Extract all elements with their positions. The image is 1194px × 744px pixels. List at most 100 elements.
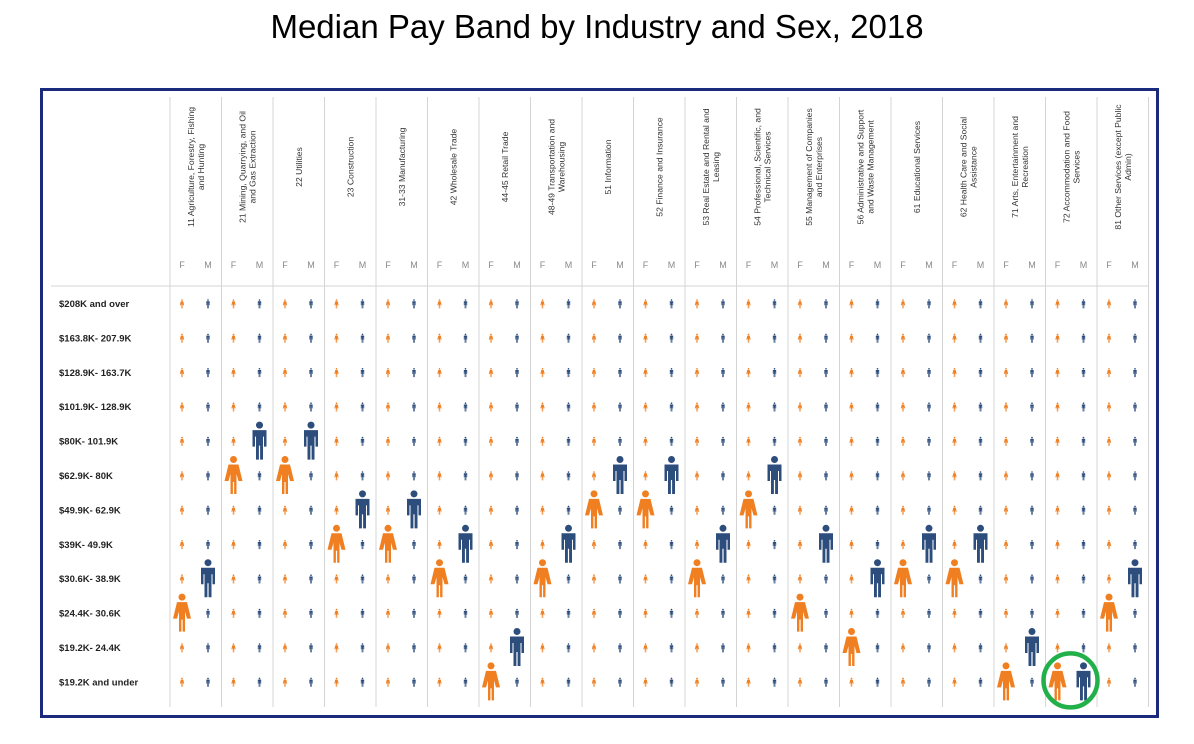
sex-label: M xyxy=(771,260,779,270)
male-placeholder-icon xyxy=(412,608,416,618)
female-placeholder-icon xyxy=(385,299,391,309)
male-placeholder-icon xyxy=(206,677,210,687)
male-placeholder-icon xyxy=(412,677,416,687)
female-person-icon xyxy=(533,559,552,598)
male-placeholder-icon xyxy=(927,299,931,309)
female-placeholder-icon xyxy=(694,608,700,618)
female-person-icon xyxy=(482,662,500,701)
female-placeholder-icon xyxy=(849,299,854,309)
female-placeholder-icon xyxy=(952,333,957,343)
male-placeholder-icon xyxy=(1081,643,1086,653)
male-placeholder-icon xyxy=(1133,677,1137,687)
male-placeholder-icon xyxy=(360,471,365,481)
male-placeholder-icon xyxy=(309,540,313,550)
male-person-icon xyxy=(355,490,370,529)
female-placeholder-icon xyxy=(488,643,494,653)
female-placeholder-icon xyxy=(334,436,339,446)
male-placeholder-icon xyxy=(309,471,313,481)
male-placeholder-icon xyxy=(206,643,210,653)
sex-label: F xyxy=(282,260,288,270)
male-placeholder-icon xyxy=(618,505,622,515)
female-placeholder-icon xyxy=(1106,505,1112,515)
female-placeholder-icon xyxy=(488,471,494,481)
column-header: and Gas Extraction xyxy=(247,130,257,203)
column-header: Assistance xyxy=(968,146,978,188)
female-placeholder-icon xyxy=(746,540,751,550)
column-header: 71 Arts, Entertainment and xyxy=(1010,116,1020,218)
female-placeholder-icon xyxy=(952,471,957,481)
male-placeholder-icon xyxy=(721,299,725,309)
female-placeholder-icon xyxy=(437,677,442,687)
female-placeholder-icon xyxy=(591,368,597,378)
male-placeholder-icon xyxy=(978,436,983,446)
female-placeholder-icon xyxy=(643,299,648,309)
female-placeholder-icon xyxy=(643,574,648,584)
column-header: 56 Administrative and Support xyxy=(855,109,865,224)
male-placeholder-icon xyxy=(978,643,983,653)
sex-label: M xyxy=(719,260,727,270)
female-placeholder-icon xyxy=(1055,574,1060,584)
sex-label: M xyxy=(1028,260,1036,270)
female-placeholder-icon xyxy=(231,643,236,653)
female-placeholder-icon xyxy=(952,368,957,378)
female-placeholder-icon xyxy=(746,368,751,378)
female-placeholder-icon xyxy=(694,643,700,653)
male-placeholder-icon xyxy=(412,540,416,550)
male-placeholder-icon xyxy=(1030,574,1034,584)
male-placeholder-icon xyxy=(824,299,828,309)
male-placeholder-icon xyxy=(1030,368,1034,378)
column-header: Technical Services xyxy=(762,131,772,202)
male-placeholder-icon xyxy=(618,402,622,412)
female-placeholder-icon xyxy=(1003,505,1009,515)
male-placeholder-icon xyxy=(772,540,777,550)
female-placeholder-icon xyxy=(1003,299,1009,309)
sex-label: F xyxy=(1055,260,1061,270)
column-header: 81 Other Services (except Public xyxy=(1113,104,1123,230)
male-placeholder-icon xyxy=(1030,505,1034,515)
female-placeholder-icon xyxy=(334,471,339,481)
female-placeholder-icon xyxy=(334,299,339,309)
female-placeholder-icon xyxy=(591,643,597,653)
female-placeholder-icon xyxy=(797,333,803,343)
male-placeholder-icon xyxy=(566,643,571,653)
male-placeholder-icon xyxy=(824,505,828,515)
male-placeholder-icon xyxy=(566,299,571,309)
row-label: $80K- 101.9K xyxy=(59,437,118,448)
male-placeholder-icon xyxy=(360,540,365,550)
female-placeholder-icon xyxy=(1003,574,1009,584)
male-placeholder-icon xyxy=(875,299,880,309)
male-placeholder-icon xyxy=(1030,333,1034,343)
row-label: $163.8K- 207.9K xyxy=(59,333,131,344)
male-placeholder-icon xyxy=(1081,402,1086,412)
male-placeholder-icon xyxy=(257,333,262,343)
female-placeholder-icon xyxy=(334,677,339,687)
female-placeholder-icon xyxy=(900,505,906,515)
male-placeholder-icon xyxy=(1030,608,1034,618)
female-placeholder-icon xyxy=(900,677,906,687)
column-header: 54 Professional, Scientific, and xyxy=(752,108,762,226)
male-placeholder-icon xyxy=(515,402,519,412)
male-placeholder-icon xyxy=(1030,677,1034,687)
sex-label: F xyxy=(797,260,803,270)
column-header: 22 Utilities xyxy=(294,147,304,187)
male-placeholder-icon xyxy=(515,574,519,584)
male-placeholder-icon xyxy=(463,333,468,343)
male-placeholder-icon xyxy=(721,333,725,343)
male-placeholder-icon xyxy=(257,505,262,515)
male-placeholder-icon xyxy=(206,333,210,343)
male-placeholder-icon xyxy=(1081,574,1086,584)
male-placeholder-icon xyxy=(1133,333,1137,343)
male-placeholder-icon xyxy=(566,574,571,584)
male-placeholder-icon xyxy=(824,402,828,412)
female-person-icon xyxy=(739,490,758,529)
male-placeholder-icon xyxy=(875,333,880,343)
male-placeholder-icon xyxy=(257,368,262,378)
male-placeholder-icon xyxy=(618,436,622,446)
row-label: $128.9K- 163.7K xyxy=(59,368,131,379)
female-placeholder-icon xyxy=(694,333,700,343)
male-placeholder-icon xyxy=(978,299,983,309)
female-placeholder-icon xyxy=(437,368,442,378)
column-header: 48-49 Transportation and xyxy=(546,119,556,215)
male-placeholder-icon xyxy=(309,402,313,412)
male-placeholder-icon xyxy=(927,333,931,343)
